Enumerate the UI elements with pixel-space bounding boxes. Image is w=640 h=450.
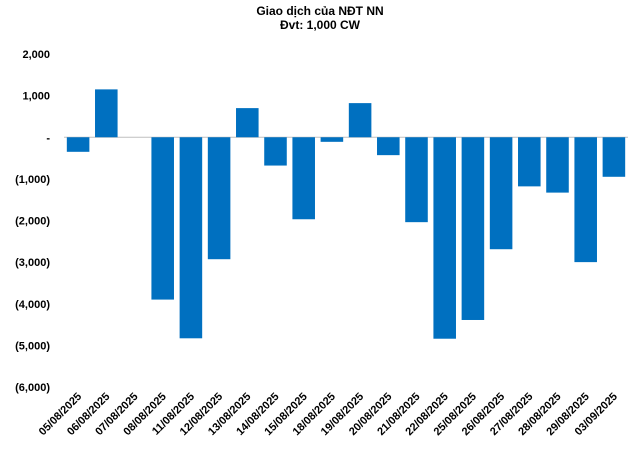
bar-25/08/2025 [461,137,485,320]
bar-21/08/2025 [405,137,428,223]
x-axis-ticks: 05/08/202506/08/202507/08/202508/08/2025… [37,391,620,438]
y-tick-label: (3,000) [15,257,50,269]
bar-13/08/2025 [236,108,259,138]
y-tick-label: (2,000) [15,216,50,228]
bar-06/08/2025 [95,89,118,138]
y-axis-ticks: 2,000 1,000 - (1,000) (2,000) (3,000) (4,000) (… [15,49,50,394]
bar-22/08/2025 [433,137,456,339]
chart-subtitle: Đvt: 1,000 CW [279,18,361,32]
bar-05/08/2025 [66,137,90,152]
bars [66,89,626,339]
bar-08/08/2025 [151,137,174,300]
y-tick-label: - [46,132,50,144]
chart-title: Giao dịch của NĐT NN [256,4,384,18]
bar-29/08/2025 [574,137,597,263]
bar-18/08/2025 [320,137,344,142]
y-tick-label: (6,000) [15,382,50,394]
y-tick-label: 1,000 [22,91,50,103]
y-tick-label: 2,000 [22,49,50,61]
y-tick-label: (4,000) [15,299,50,311]
bar-26/08/2025 [489,137,513,250]
bar-15/08/2025 [292,137,315,220]
y-tick-label: (1,000) [15,174,50,186]
bar-14/08/2025 [264,137,287,166]
bar-19/08/2025 [348,103,372,138]
bar-28/08/2025 [546,137,569,193]
bar-20/08/2025 [377,137,400,156]
bar-12/08/2025 [207,137,231,260]
bar-11/08/2025 [179,137,203,339]
y-tick-label: (5,000) [15,340,50,352]
bar-03/09/2025 [602,137,626,177]
bar-27/08/2025 [518,137,541,187]
